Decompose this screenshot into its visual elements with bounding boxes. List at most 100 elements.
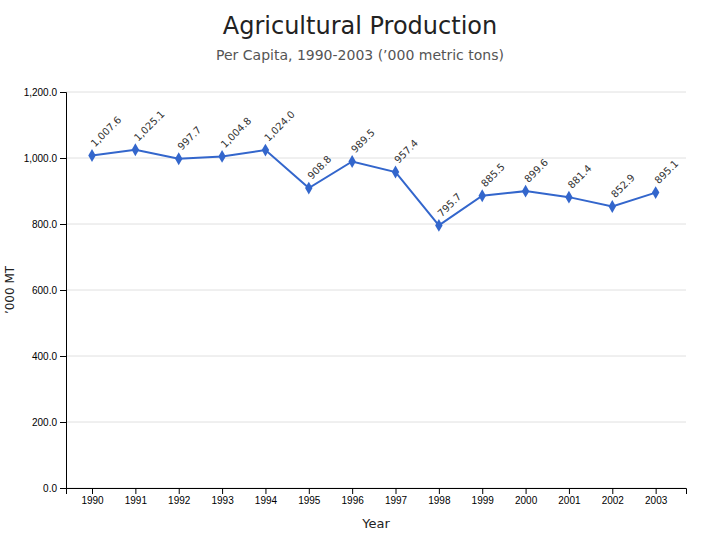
x-tick: 1999	[472, 488, 495, 506]
y-tick-label: 400.0	[32, 351, 57, 362]
y-tick-mark	[60, 92, 66, 93]
y-tick: 800.0	[32, 219, 66, 230]
grid-line	[66, 356, 686, 357]
x-tick-label: 1997	[385, 495, 408, 506]
point	[479, 189, 486, 202]
point	[218, 150, 225, 163]
y-tick-mark	[60, 158, 66, 159]
y-tick-label: 1,000.0	[24, 153, 58, 164]
x-tick-label: 1992	[168, 495, 191, 506]
y-tick-label: 800.0	[32, 219, 57, 230]
x-tick-label: 2000	[515, 495, 538, 506]
x-tick-mark	[482, 488, 483, 494]
grid-line	[66, 92, 686, 93]
line	[92, 150, 656, 226]
point	[132, 143, 139, 156]
y-tick-label: 200.0	[32, 417, 57, 428]
point	[175, 152, 182, 165]
x-tick: 2000	[515, 488, 538, 506]
data-label: 989.5	[349, 127, 377, 155]
y-tick: 400.0	[32, 351, 66, 362]
x-tick-mark	[612, 488, 613, 494]
point	[435, 219, 442, 232]
y-tick: 1,200.0	[24, 87, 66, 98]
point	[305, 182, 312, 195]
x-tick-label: 2002	[602, 495, 625, 506]
x-tick-label: 1993	[211, 495, 234, 506]
x-tick-mark	[309, 488, 310, 494]
y-tick: 1,000.0	[24, 153, 66, 164]
y-tick-mark	[60, 356, 66, 357]
y-tick-label: 1,200.0	[24, 87, 58, 98]
x-tick: 1995	[298, 488, 321, 506]
data-label: 1,004.8	[219, 115, 254, 150]
data-label: 1,007.6	[89, 114, 124, 149]
point	[522, 185, 529, 198]
data-label: 1,024.0	[262, 109, 297, 144]
x-tick-label: 1999	[472, 495, 495, 506]
data-label: 852.9	[609, 172, 637, 200]
x-tick-label: 2001	[558, 495, 581, 506]
x-tick-mark	[439, 488, 440, 494]
data-label: 899.6	[522, 157, 550, 185]
x-tick: 2001	[558, 488, 581, 506]
x-tick-label: 1991	[125, 495, 148, 506]
x-tick-mark	[179, 488, 180, 494]
x-tick: 1996	[342, 488, 365, 506]
subtitle: Per Capita, 1990-2003 (’000 metric tons)	[216, 47, 504, 63]
x-tick: 1997	[385, 488, 408, 506]
title: Agricultural Production	[223, 12, 497, 40]
data-label: 1,025.1	[132, 108, 167, 143]
y-axis: 0.0 200.0 400.0 600.0 800.0 1,000.0 1,200.0	[24, 87, 67, 494]
x-tick-mark	[569, 488, 570, 494]
x-tick: 1991	[125, 488, 148, 506]
x-tick: 1990	[81, 488, 104, 506]
data-label: 895.1	[652, 158, 680, 186]
grid-line	[66, 290, 686, 291]
data-label: 795.7	[436, 191, 464, 219]
data-label: 881.4	[566, 163, 594, 191]
data-label: 885.5	[479, 161, 507, 189]
x-tick-label: 1995	[298, 495, 321, 506]
y-tick-label: 0.0	[43, 483, 57, 494]
y-tick-mark	[60, 224, 66, 225]
x-axis-line	[67, 489, 687, 495]
grid-line	[66, 224, 686, 225]
y-tick: 600.0	[32, 285, 66, 296]
point	[392, 166, 399, 179]
point	[565, 191, 572, 204]
plot-area: 1990 1991 1992 1993 1994 1995 1996 1997 1998 1999…	[3, 87, 687, 531]
grid-line	[66, 158, 686, 159]
grid	[66, 92, 686, 488]
data-label: 908.8	[305, 153, 333, 181]
x-tick: 1998	[428, 488, 451, 506]
y-tick-mark	[60, 422, 66, 423]
point	[262, 144, 269, 157]
point	[88, 149, 95, 162]
x-tick-mark	[396, 488, 397, 494]
x-tick-label: 1996	[342, 495, 365, 506]
y-tick-label: 600.0	[32, 285, 57, 296]
data-label: 997.7	[175, 124, 203, 152]
x-tick-mark	[526, 488, 527, 494]
y-tick: 0.0	[43, 483, 66, 494]
chart-container: Agricultural Production Per Capita, 1990-…	[0, 0, 720, 540]
x-tick-label: 1998	[428, 495, 451, 506]
y-tick: 200.0	[32, 417, 66, 428]
x-tick-mark	[135, 488, 136, 494]
x-tick: 1994	[255, 488, 278, 506]
marks	[88, 143, 659, 232]
grid-line	[66, 422, 686, 423]
point	[609, 200, 616, 213]
x-tick: 2003	[645, 488, 668, 506]
x-tick: 1993	[211, 488, 234, 506]
x-tick-mark	[92, 488, 93, 494]
x-tick-mark	[656, 488, 657, 494]
x-axis: 1990 1991 1992 1993 1994 1995 1996 1997 1998 1999…	[67, 488, 687, 506]
x-tick: 1992	[168, 488, 191, 506]
x-tick: 2002	[602, 488, 625, 506]
data-label: 957.4	[392, 137, 420, 165]
y-axis-title: ’000 MT	[3, 265, 17, 314]
data-labels: 1,007.61,025.1 997.7 1,004.81,024.0 908.8 98…	[89, 108, 681, 218]
y-tick-mark	[60, 290, 66, 291]
